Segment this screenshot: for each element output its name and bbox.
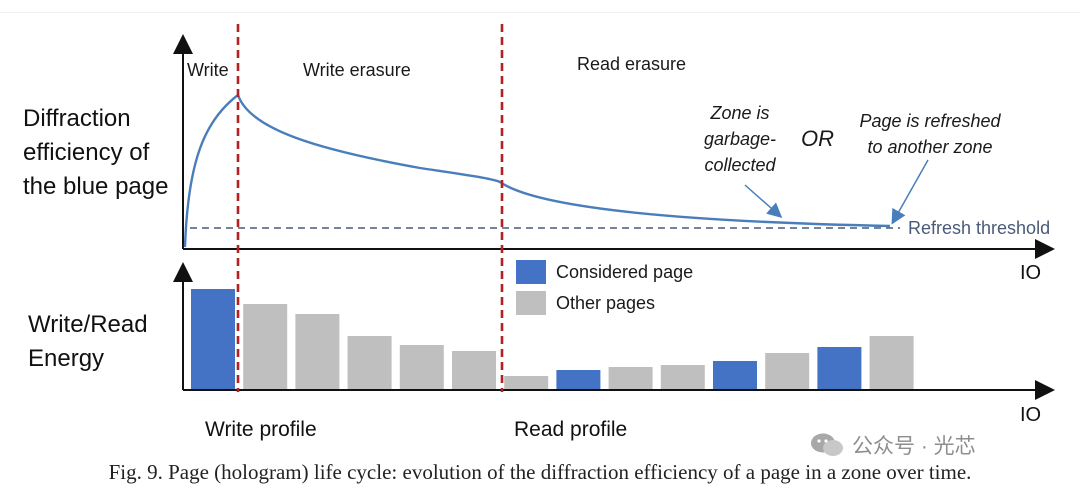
considered-page-bar (556, 370, 601, 389)
other-pages-swatch (516, 291, 546, 315)
other-page-bar (869, 336, 914, 389)
other-page-bar (608, 367, 653, 389)
legend-considered-page: Considered page (516, 260, 693, 284)
watermark: 公众号 · 光芯 (810, 430, 976, 460)
energy-bars (191, 289, 914, 389)
diffraction-efficiency-label: Diffraction efficiency of the blue page (23, 105, 169, 200)
top-x-axis-label: IO (1020, 262, 1042, 284)
other-page-bar (452, 351, 496, 389)
page-refresh-arrow (891, 159, 929, 225)
considered-page-swatch (516, 260, 546, 284)
zone-gc-arrow (744, 184, 783, 218)
other-page-bar (504, 376, 549, 389)
write-profile-label: Write profile (205, 418, 317, 441)
read-erasure-phase-label: Read erasure (577, 54, 687, 74)
chat-bubble-icon (811, 433, 843, 456)
watermark-text: 公众号 · 光芯 (852, 435, 976, 458)
page-refreshed-note: Page is refreshed to another zone (859, 111, 1001, 157)
figure-caption: Fig. 9. Page (hologram) life cycle: evol… (108, 460, 972, 484)
other-page-bar (660, 365, 705, 389)
diffraction-efficiency-curve (183, 93, 891, 248)
other-page-bar (765, 353, 810, 389)
considered-page-bar (191, 289, 235, 389)
legend-label: Considered page (556, 261, 694, 282)
considered-page-bar (817, 347, 862, 389)
legend-other-pages: Other pages (516, 291, 655, 315)
refresh-threshold-label: Refresh threshold (908, 218, 1051, 238)
or-label: OR (801, 126, 834, 151)
write-read-energy-label: Write/Read Energy (28, 311, 148, 372)
zone-gc-note: Zone is garbage- collected (703, 103, 777, 175)
top-divider-line (0, 12, 1080, 13)
other-page-bar (399, 345, 444, 389)
other-page-bar (295, 314, 340, 389)
read-profile-label: Read profile (514, 418, 628, 441)
other-page-bar (347, 336, 392, 389)
legend-label: Other pages (556, 292, 656, 313)
bottom-x-axis-label: IO (1020, 404, 1042, 426)
considered-page-bar (713, 361, 757, 389)
write-phase-label: Write (187, 60, 229, 80)
write-erasure-phase-label: Write erasure (303, 60, 411, 80)
other-page-bar (243, 304, 288, 389)
